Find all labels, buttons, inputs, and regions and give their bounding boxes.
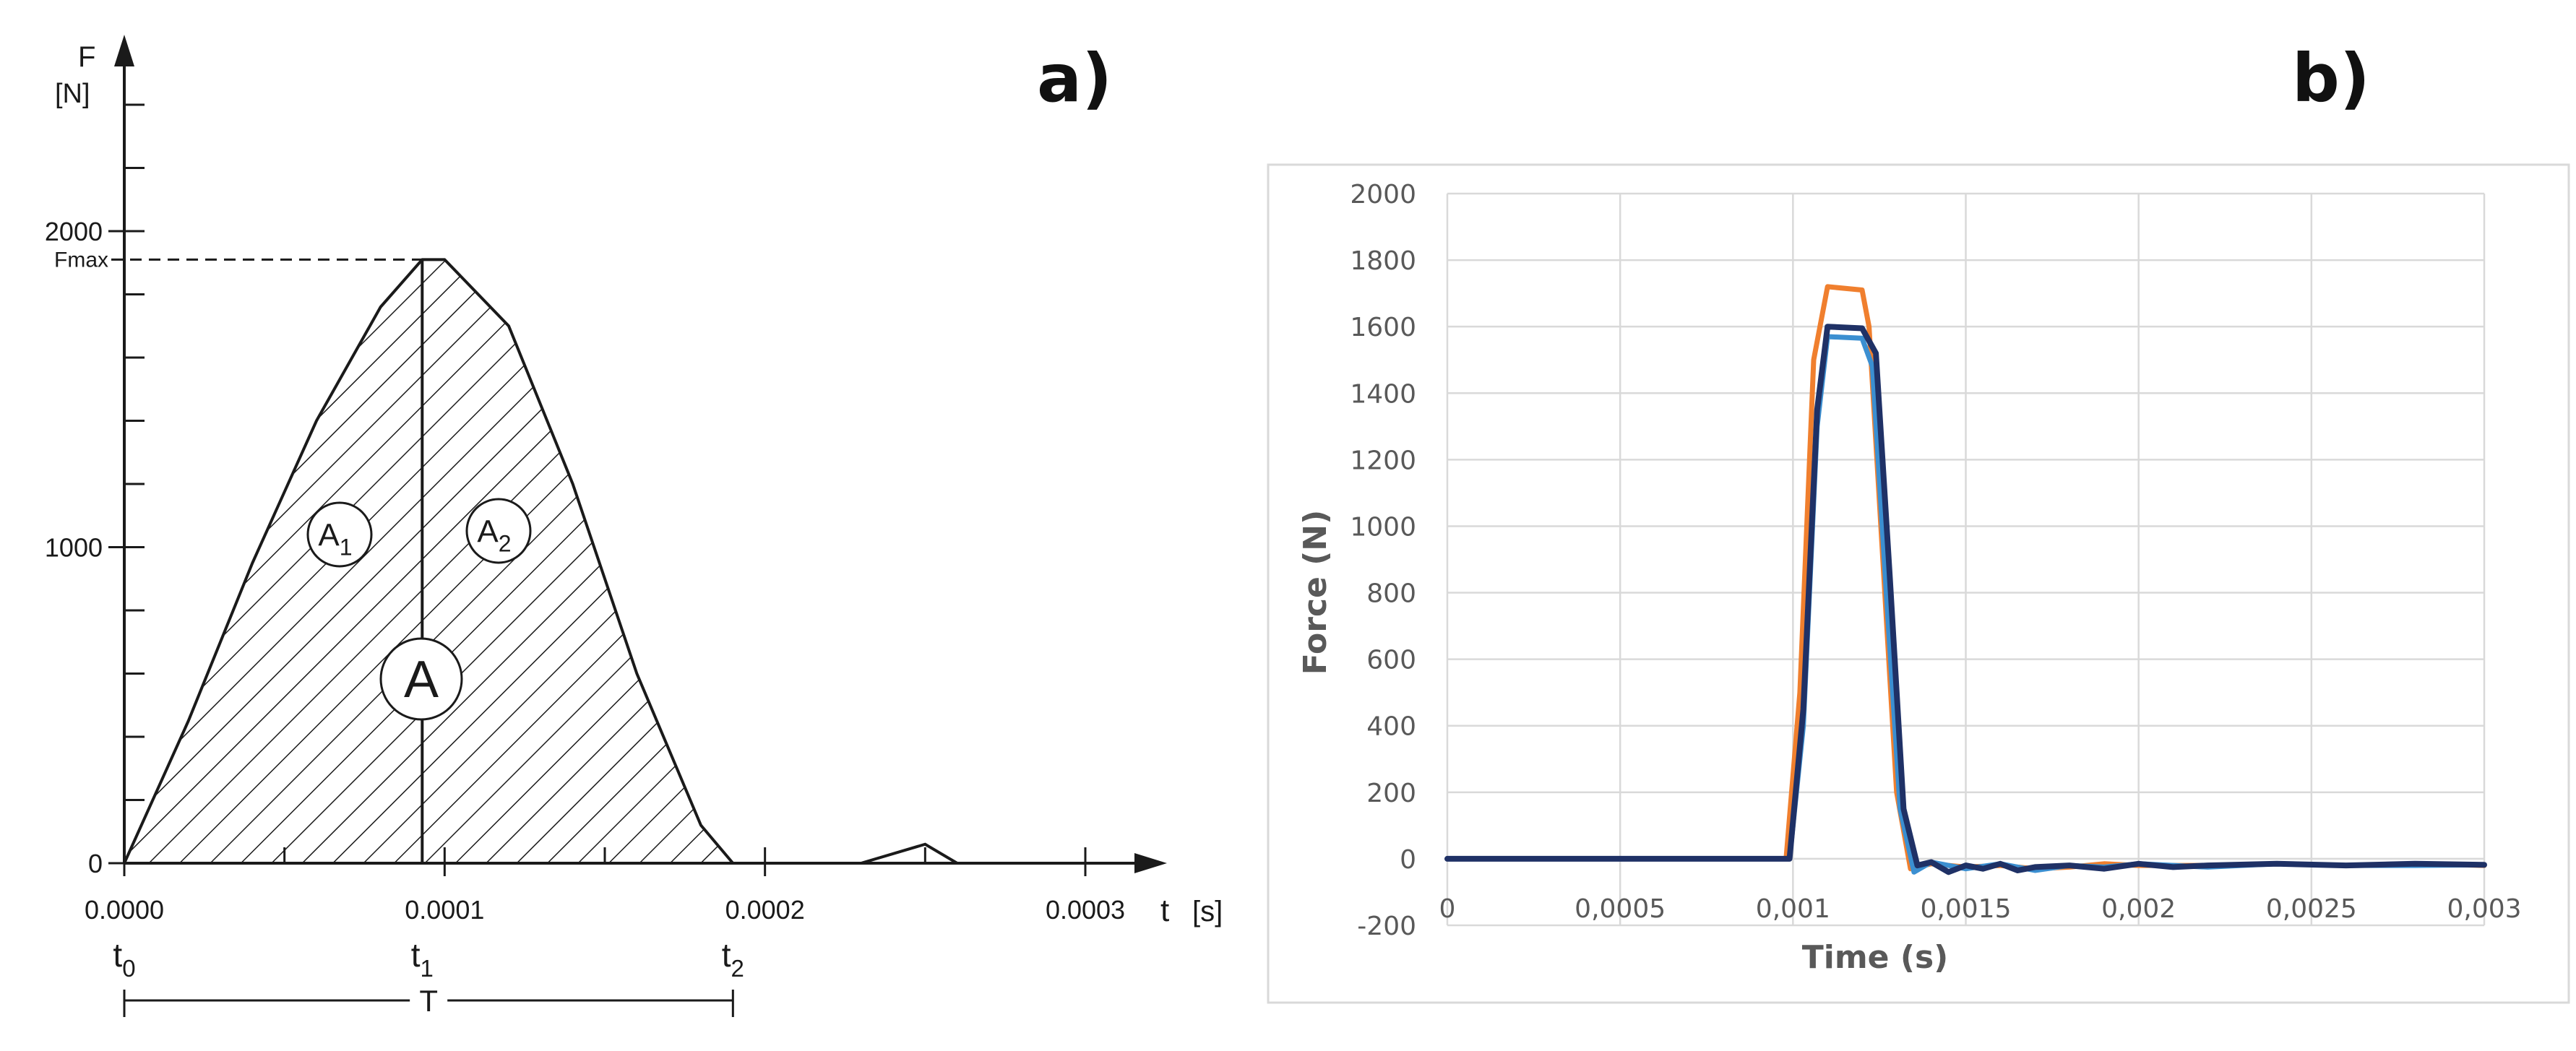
panel-b-label: b) xyxy=(2292,40,2370,117)
a-xlabel-unit: [s] xyxy=(1192,896,1223,927)
a-after-bump xyxy=(861,842,958,865)
b-y-tick-label: -200 xyxy=(1357,912,1416,941)
b-y-tick-label: 2000 xyxy=(1350,180,1416,209)
a-time-marker-t1: t1 xyxy=(411,936,434,982)
a-pulse xyxy=(123,258,958,865)
a-ylabel-f: F xyxy=(78,41,95,73)
a-x-tick-label: 0.0000 xyxy=(85,895,164,925)
b-gridlines xyxy=(1446,192,2486,927)
a-x-axis-arrow xyxy=(1134,853,1167,873)
b-series-line-3 xyxy=(1444,324,2487,875)
a-pulse-area xyxy=(123,258,735,865)
b-x-tick-label: 0 xyxy=(1439,894,1456,924)
b-y-tick-label: 1200 xyxy=(1350,446,1416,475)
a-y-tick-label: 0 xyxy=(88,849,103,878)
a-period-label: T xyxy=(419,984,438,1018)
b-chart-frame xyxy=(1267,163,2570,1004)
a-area-label-A1: A1 xyxy=(318,517,352,560)
b-y-tick-label: 200 xyxy=(1366,779,1416,808)
b-y-tick-label: 0 xyxy=(1400,845,1416,875)
b-y-tick-label: 400 xyxy=(1366,712,1416,742)
a-area-label-A: A xyxy=(404,651,439,709)
b-x-tick-label: 0,0025 xyxy=(2266,894,2357,924)
a-time-markers: t0 t1 t2 T xyxy=(113,936,744,1018)
b-y-tick-label: 1400 xyxy=(1350,379,1416,409)
b-y-tick-label: 1000 xyxy=(1350,512,1416,542)
b-x-tick-labels: 0 0,0005 0,001 0,0015 0,002 0,0025 0,003 xyxy=(1439,894,2522,924)
a-area-labels: A1 A2 A xyxy=(306,498,532,721)
a-x-tick-label: 0.0001 xyxy=(405,895,484,925)
b-series-lines xyxy=(1444,284,2487,875)
b-y-tick-labels: -200 0 200 400 600 800 1000 1200 1400 1600 1800 200… xyxy=(1350,180,1416,941)
b-y-tick-label: 1600 xyxy=(1350,313,1416,342)
a-y-tick-label: 1000 xyxy=(45,533,103,563)
b-y-tick-label: 600 xyxy=(1366,646,1416,675)
a-xlabel-t: t xyxy=(1160,893,1169,928)
b-y-axis-title: Force (N) xyxy=(1297,510,1334,675)
b-x-tick-label: 0,001 xyxy=(1756,894,1830,924)
a-x-tick-label: 0.0003 xyxy=(1046,895,1125,925)
b-y-tick-label: 800 xyxy=(1366,579,1416,609)
b-x-tick-label: 0,0015 xyxy=(1921,894,2012,924)
a-time-marker-t2: t2 xyxy=(722,936,744,982)
b-x-axis-title: Time (s) xyxy=(1802,939,1949,976)
a-fmax-label: Fmax xyxy=(54,248,108,272)
panel-b: b) -200 0 200 400 600 800 1000 1200 1400 1600 1800… xyxy=(1267,40,2570,1004)
a-period-label-bg xyxy=(410,985,448,1016)
a-y-tick-label: 2000 xyxy=(45,217,103,246)
a-time-marker-t0: t0 xyxy=(113,936,135,982)
a-area-circle xyxy=(306,501,373,568)
panel-a-label: a) xyxy=(1037,40,1112,117)
a-area-circle xyxy=(465,498,532,564)
b-x-tick-label: 0,003 xyxy=(2447,894,2521,924)
a-x-ticks: 0.0000 0.0001 0.0002 0.0003 xyxy=(85,847,1125,925)
b-x-tick-label: 0,002 xyxy=(2101,894,2176,924)
a-y-axis-arrow xyxy=(114,35,134,66)
a-area-circle xyxy=(379,637,463,721)
a-area-label-A2: A2 xyxy=(477,514,511,556)
b-y-tick-label: 1800 xyxy=(1350,246,1416,276)
a-ylabel-unit: [N] xyxy=(55,79,90,109)
a-x-tick-label: 0.0002 xyxy=(725,895,805,925)
b-x-tick-label: 0,0005 xyxy=(1575,894,1666,924)
